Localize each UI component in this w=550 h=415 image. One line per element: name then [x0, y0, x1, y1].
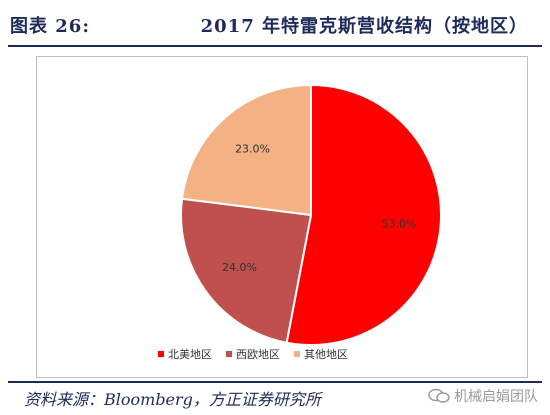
watermark-text: 机械启娟团队	[454, 389, 538, 405]
top-rule	[8, 45, 542, 47]
legend-item: 北美地区	[158, 346, 212, 362]
legend: 北美地区 西欧地区 其他地区	[158, 346, 348, 362]
pie-slice	[180, 197, 313, 344]
watermark: 机械启娟团队	[428, 386, 538, 406]
pie-data-label: 53.0%	[382, 217, 417, 230]
legend-item: 其他地区	[294, 346, 348, 362]
legend-label: 其他地区	[304, 348, 348, 361]
chat-bubble-icon	[428, 388, 450, 403]
pie-chart: 53.0% 24.0% 23.0%	[180, 83, 442, 346]
pie-data-label: 23.0%	[235, 143, 270, 156]
figure-label: 图表 26:	[10, 16, 90, 37]
bottom-rule	[8, 381, 542, 383]
pie-data-label: 24.0%	[222, 261, 257, 274]
legend-swatch	[226, 351, 232, 357]
legend-label: 北美地区	[168, 348, 212, 361]
figure-title: 2017 年特雷克斯营收结构（按地区）	[200, 16, 528, 37]
chart-frame: 53.0% 24.0% 23.0%	[36, 56, 528, 378]
legend-item: 西欧地区	[226, 346, 280, 362]
legend-swatch	[294, 351, 300, 357]
legend-label: 西欧地区	[236, 348, 280, 361]
pie-slice	[285, 83, 442, 346]
legend-swatch	[158, 351, 164, 357]
figure-header: 图表 26: 2017 年特雷克斯营收结构（按地区）	[0, 0, 550, 50]
pie-slice	[180, 83, 312, 217]
source-note: 资料来源：Bloomberg，方正证券研究所	[24, 390, 321, 409]
